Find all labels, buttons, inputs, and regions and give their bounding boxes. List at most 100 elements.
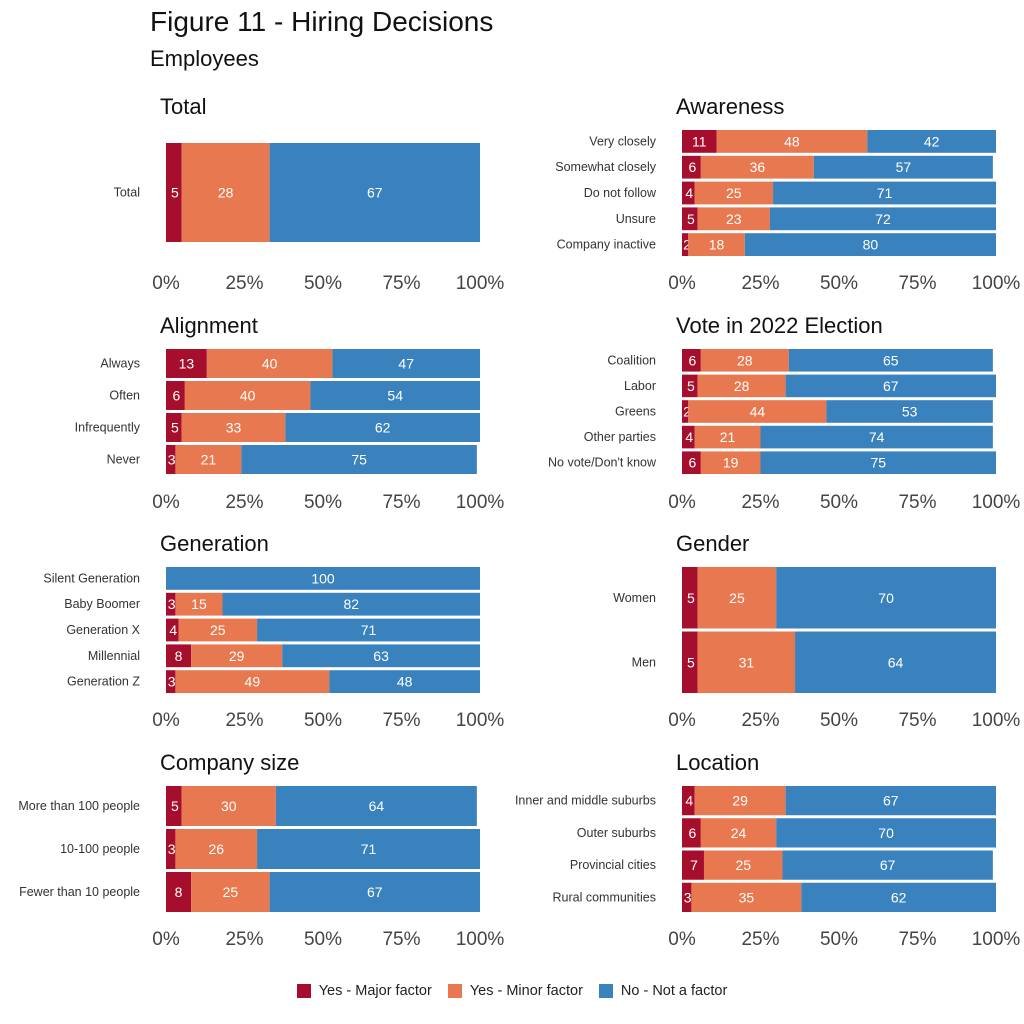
category-label: Never (107, 453, 140, 467)
bar-segment-major (682, 631, 698, 693)
data-label: 35 (739, 889, 755, 905)
category-label: No vote/Don't know (548, 456, 657, 470)
data-label: 6 (689, 825, 697, 841)
bar-segment-not (760, 451, 996, 474)
data-label: 70 (878, 590, 894, 606)
category-label: Generation Z (67, 675, 140, 689)
x-tick-label: 25% (225, 273, 263, 294)
x-tick-label: 75% (382, 492, 420, 513)
bar-segment-minor (206, 349, 333, 378)
bar-segment-minor (191, 872, 270, 912)
bar-segment-major (682, 451, 701, 474)
data-label: 40 (240, 388, 256, 404)
x-tick-label: 75% (898, 710, 936, 731)
bar-segment-not (795, 631, 996, 693)
bar-segment-major (682, 207, 698, 231)
data-label: 4 (169, 622, 177, 638)
legend-label-minor: Yes - Minor factor (469, 983, 583, 999)
bar-segment-major (166, 349, 207, 378)
data-label: 42 (924, 133, 940, 149)
bar-segment-major (682, 425, 695, 449)
bar-segment-not (241, 445, 477, 474)
bar-segment-minor (175, 592, 223, 616)
category-label: Men (632, 655, 656, 669)
legend-swatch-not (598, 984, 613, 998)
x-tick-label: 0% (668, 273, 696, 294)
data-label: 23 (726, 211, 742, 227)
category-label: Labor (624, 379, 656, 393)
data-label: 80 (863, 237, 879, 253)
data-label: 72 (875, 211, 891, 227)
x-tick-label: 25% (741, 492, 779, 513)
data-label: 25 (735, 857, 751, 873)
bar-segment-minor (697, 567, 777, 629)
x-tick-label: 0% (152, 710, 180, 731)
bar-segment-not (222, 592, 480, 616)
data-label: 3 (168, 596, 176, 612)
bar-segment-major (166, 872, 192, 912)
bar-segment-minor (691, 882, 802, 912)
data-label: 7 (690, 857, 698, 873)
bar-segment-minor (694, 181, 774, 205)
bar-segment-major (166, 592, 176, 616)
x-tick-label: 75% (382, 710, 420, 731)
panel-title: Generation (160, 531, 269, 556)
bar-segment-major (682, 155, 701, 179)
legend-label-major: Yes - Major factor (318, 983, 432, 999)
data-label: 48 (397, 674, 413, 690)
data-label: 5 (171, 420, 179, 436)
data-label: 25 (210, 622, 226, 638)
bar-segment-not (826, 400, 993, 423)
category-label: Infrequently (75, 421, 141, 435)
data-label: 5 (171, 185, 179, 201)
bar-segment-minor (697, 631, 796, 693)
panel-title: Total (160, 94, 206, 119)
data-label: 24 (731, 825, 747, 841)
data-label: 6 (173, 388, 181, 404)
data-label: 54 (387, 388, 403, 404)
data-label: 19 (723, 455, 739, 471)
x-tick-label: 100% (972, 929, 1021, 950)
bar-segment-not (166, 567, 480, 590)
legend-label-not: No - Not a factor (620, 983, 728, 999)
x-tick-label: 0% (668, 710, 696, 731)
data-label: 11 (692, 133, 707, 149)
figure-title: Figure 11 - Hiring Decisions (150, 6, 494, 37)
data-label: 75 (870, 455, 886, 471)
bar-segment-not (769, 207, 996, 231)
data-label: 71 (877, 185, 893, 201)
data-label: 2 (683, 237, 691, 253)
category-label: Provincial cities (570, 858, 656, 872)
bar-segment-minor (694, 786, 786, 816)
data-label: 67 (367, 884, 383, 900)
x-tick-label: 25% (225, 710, 263, 731)
category-label: Generation X (66, 623, 140, 637)
data-label: 4 (685, 429, 693, 445)
x-tick-label: 75% (382, 929, 420, 950)
bar-segment-major (166, 829, 176, 869)
category-label: Somewhat closely (555, 160, 656, 174)
bar-segment-major (166, 786, 182, 826)
data-label: 82 (343, 596, 359, 612)
data-label: 67 (367, 185, 383, 201)
legend-swatch-major (296, 984, 311, 998)
legend-item-major: Yes - Major factor (296, 983, 432, 999)
category-label: Unsure (616, 212, 656, 226)
bar-segment-not (788, 349, 993, 372)
x-tick-label: 50% (304, 273, 342, 294)
x-tick-label: 50% (304, 492, 342, 513)
bar-segment-not (785, 786, 996, 816)
category-label: Often (109, 389, 140, 403)
bar-segment-not (329, 670, 480, 693)
data-label: 15 (191, 596, 207, 612)
category-label: Rural communities (552, 890, 656, 904)
bar-segment-major (682, 786, 695, 816)
bar-segment-minor (697, 374, 786, 398)
x-tick-label: 50% (304, 929, 342, 950)
legend-item-not: No - Not a factor (598, 983, 728, 999)
data-label: 4 (685, 185, 693, 201)
x-tick-label: 25% (741, 710, 779, 731)
category-label: Other parties (584, 430, 656, 444)
category-label: Baby Boomer (64, 597, 140, 611)
bar-segment-not (785, 374, 996, 398)
